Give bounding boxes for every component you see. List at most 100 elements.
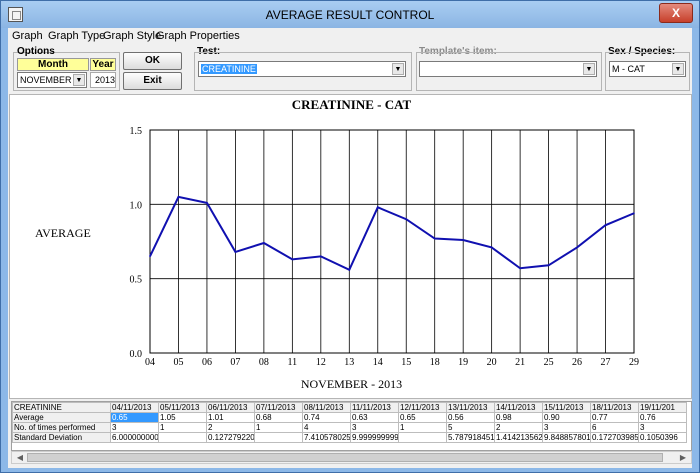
- menu-graph-properties[interactable]: Graph Properties: [156, 30, 240, 42]
- table-cell[interactable]: 5.7879184513: [446, 432, 495, 443]
- table-cell[interactable]: 7.4105780256: [302, 432, 351, 443]
- table-header-cell[interactable]: 13/11/2013: [446, 402, 495, 413]
- table-cell[interactable]: 0.68: [254, 412, 303, 423]
- x-tick-label: 25: [544, 357, 554, 368]
- exit-button[interactable]: Exit: [123, 72, 182, 90]
- ok-button[interactable]: OK: [123, 52, 182, 70]
- data-point: [177, 196, 180, 198]
- table-cell[interactable]: 1: [158, 422, 207, 433]
- table-cell[interactable]: 1: [254, 422, 303, 433]
- table-cell[interactable]: 0.90: [542, 412, 591, 423]
- table-header-cell[interactable]: 08/11/2013: [302, 402, 351, 413]
- year-field[interactable]: 2013: [90, 72, 116, 88]
- table-cell[interactable]: 0.74: [302, 412, 351, 423]
- table-cell[interactable]: [398, 432, 447, 443]
- table-cell[interactable]: 3: [638, 422, 687, 433]
- table-header-cell[interactable]: 05/11/2013: [158, 402, 207, 413]
- chevron-down-icon[interactable]: ▼: [392, 63, 404, 75]
- species-value: M - CAT: [612, 64, 645, 74]
- table-cell[interactable]: 0.63: [350, 412, 399, 423]
- menu-graph-type[interactable]: Graph Type: [48, 30, 106, 42]
- table-cell[interactable]: 1: [398, 422, 447, 433]
- average-series-line: [149, 195, 635, 272]
- chart-panel: CREATININE - CAT AVERAGE NOVEMBER - 2013…: [9, 94, 692, 399]
- scroll-thumb[interactable]: [27, 453, 663, 462]
- table-cell[interactable]: 9.8488578017: [542, 432, 591, 443]
- species-label: Sex / Species:: [608, 46, 676, 57]
- table-cell[interactable]: 4: [302, 422, 351, 433]
- table-cell[interactable]: No. of times performed: [12, 422, 111, 433]
- test-value: CREATININE: [201, 64, 257, 74]
- x-tick-label: 06: [202, 357, 212, 368]
- table-header-cell[interactable]: 07/11/2013: [254, 402, 303, 413]
- y-tick-label: 0.0: [130, 349, 143, 360]
- table-header-row: CREATININE 04/11/2013 05/11/2013 06/11/2013…: [12, 402, 687, 413]
- table-cell[interactable]: 2: [494, 422, 543, 433]
- template-label: Template's item:: [419, 46, 497, 57]
- test-group: [194, 52, 412, 91]
- table-cell[interactable]: 0.1272792206: [206, 432, 255, 443]
- chevron-down-icon[interactable]: ▼: [73, 74, 85, 86]
- data-point: [206, 202, 208, 204]
- table-cell[interactable]: 5: [446, 422, 495, 433]
- x-tick-label: 04: [145, 357, 155, 368]
- template-select[interactable]: ▼: [419, 61, 597, 77]
- species-select[interactable]: M - CAT ▼: [609, 61, 686, 77]
- data-point: [348, 268, 351, 271]
- table-cell[interactable]: 1.05: [158, 412, 207, 423]
- table-cell[interactable]: 0.65: [110, 412, 159, 423]
- data-point: [263, 242, 265, 244]
- table-header-cell[interactable]: 04/11/2013: [110, 402, 159, 413]
- table-cell[interactable]: 1.01: [206, 412, 255, 423]
- table-cell[interactable]: Standard Deviation: [12, 432, 111, 443]
- table-cell[interactable]: 2: [206, 422, 255, 433]
- table-header-cell[interactable]: 11/11/2013: [350, 402, 399, 413]
- app-icon: [8, 7, 23, 22]
- table-header-cell[interactable]: CREATININE: [12, 402, 111, 413]
- test-select[interactable]: CREATININE ▼: [198, 61, 406, 77]
- table-cell[interactable]: 0.76: [638, 412, 687, 423]
- month-select[interactable]: NOVEMBER ▼: [17, 72, 87, 88]
- data-point: [405, 218, 408, 220]
- table-header-cell[interactable]: 12/11/2013: [398, 402, 447, 413]
- table-cell[interactable]: 0.1727039850: [590, 432, 639, 443]
- plot-frame: [149, 129, 635, 354]
- horizontal-scrollbar[interactable]: ◀ ▶: [11, 451, 692, 464]
- table-cell[interactable]: 0.65: [398, 412, 447, 423]
- table-cell[interactable]: Average: [12, 412, 111, 423]
- table-cell[interactable]: 6: [590, 422, 639, 433]
- chevron-down-icon[interactable]: ▼: [583, 63, 595, 75]
- table-header-cell[interactable]: 18/11/2013: [590, 402, 639, 413]
- table-cell[interactable]: 9.9999999999: [350, 432, 399, 443]
- table-cell[interactable]: [158, 432, 207, 443]
- table-header-cell[interactable]: 06/11/2013: [206, 402, 255, 413]
- table-cell[interactable]: 6.00000000000: [110, 432, 159, 443]
- table-header-cell[interactable]: 15/11/2013: [542, 402, 591, 413]
- table-cell[interactable]: [254, 432, 303, 443]
- y-tick-label: 0.5: [130, 275, 143, 286]
- results-table: CREATININE 04/11/2013 05/11/2013 06/11/2013…: [12, 402, 687, 443]
- table-cell[interactable]: 1.4142135623: [494, 432, 543, 443]
- scroll-left-icon[interactable]: ◀: [16, 453, 24, 462]
- x-tick-label: 20: [487, 357, 497, 368]
- table-cell[interactable]: 0.77: [590, 412, 639, 423]
- table-header-cell[interactable]: 19/11/201: [638, 402, 687, 413]
- menu-graph-style[interactable]: Graph Style: [103, 30, 162, 42]
- table-cell[interactable]: 0.1050396: [638, 432, 687, 443]
- table-header-cell[interactable]: 14/11/2013: [494, 402, 543, 413]
- x-tick-label: 14: [373, 357, 383, 368]
- table-row: No. of times performed 3 1 2 1 4 3 1 5 2 3 6 3: [12, 422, 687, 433]
- test-label: Test:: [197, 46, 221, 57]
- table-cell[interactable]: 3: [110, 422, 159, 433]
- table-cell[interactable]: 0.56: [446, 412, 495, 423]
- table-cell[interactable]: 3: [542, 422, 591, 433]
- table-cell[interactable]: 3: [350, 422, 399, 433]
- close-button[interactable]: X: [659, 3, 693, 23]
- line-chart: 04 05 06 07 08 11 12 13 14 15 18 19 20 21 25 26 27 29 0.0 0…: [130, 126, 640, 368]
- menu-graph[interactable]: Graph: [12, 30, 43, 42]
- scroll-right-icon[interactable]: ▶: [679, 453, 687, 462]
- table-cell[interactable]: 0.98: [494, 412, 543, 423]
- options-label: Options: [17, 46, 55, 57]
- data-point: [462, 239, 464, 241]
- chevron-down-icon[interactable]: ▼: [672, 63, 684, 75]
